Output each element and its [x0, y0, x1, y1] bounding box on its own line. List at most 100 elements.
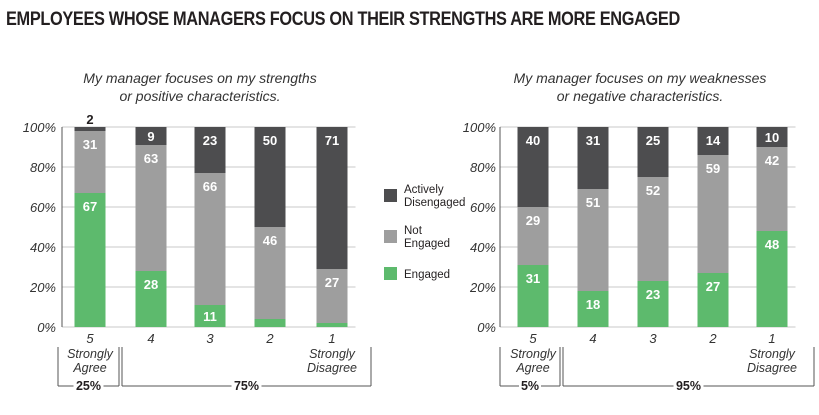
chart1-bar-engaged — [316, 323, 348, 327]
chart2-bar-not_engaged — [697, 155, 729, 273]
chart2-y-tick: 100% — [463, 120, 496, 135]
legend-label-actively_disengaged: Actively — [404, 184, 444, 196]
chart2-bar-actively_disengaged — [756, 127, 788, 147]
chart1-data-label: 28 — [144, 277, 158, 292]
legend-label-not_engaged: Not — [404, 225, 423, 237]
chart1-y-tick: 60% — [30, 200, 56, 215]
chart1-note-strongly-disagree: Strongly — [309, 347, 356, 361]
chart1-data-label: 11 — [203, 309, 217, 324]
chart2-bar-not_engaged — [637, 177, 669, 281]
chart1-note-strongly-agree: Strongly — [67, 347, 114, 361]
chart2-bar-engaged — [697, 273, 729, 327]
chart1-y-tick: 100% — [23, 120, 56, 135]
legend-label-actively_disengaged: Disengaged — [404, 197, 465, 209]
chart2-x-tick: 3 — [649, 331, 657, 346]
chart2-data-label: 40 — [526, 133, 540, 148]
chart1-data-label: 66 — [203, 179, 217, 194]
chart1-data-label: 50 — [263, 133, 277, 148]
chart1-data-label: 2 — [86, 112, 93, 127]
chart1-y-tick: 0% — [37, 320, 56, 335]
chart1-group-rest-bracket-sides — [121, 347, 372, 386]
chart2-data-label: 48 — [765, 237, 779, 252]
chart1-group-agree-total: 25% — [76, 379, 101, 393]
chart1-bar-not_engaged — [316, 269, 348, 323]
chart2-data-label: 14 — [706, 133, 721, 148]
chart1-bar-actively_disengaged — [194, 127, 226, 173]
chart1-bar-not_engaged — [135, 145, 167, 271]
legend-swatch-engaged — [384, 267, 397, 280]
chart2-data-label: 18 — [586, 297, 600, 312]
chart2-bar-not_engaged — [756, 147, 788, 231]
chart1-note-strongly-agree: Agree — [72, 361, 106, 375]
chart1-bar-engaged — [135, 271, 167, 327]
chart1-note-strongly-disagree: Disagree — [307, 361, 357, 375]
chart1-bar-engaged — [194, 305, 226, 327]
chart2-data-label: 31 — [586, 133, 600, 148]
chart2-data-label: 31 — [526, 271, 540, 286]
chart1-data-label: 63 — [144, 151, 158, 166]
chart2-data-label: 29 — [526, 213, 540, 228]
legend-swatch-actively_disengaged — [384, 189, 397, 202]
chart2-group-rest-bracket-sides — [562, 347, 815, 386]
chart2-subtitle-line1: My manager focuses on my weaknesses — [514, 70, 767, 86]
chart1-data-label: 27 — [325, 275, 339, 290]
chart1-subtitle-line1: My manager focuses on my strengths — [83, 70, 316, 86]
chart2-y-tick: 20% — [469, 280, 496, 295]
chart2-bar-actively_disengaged — [697, 127, 729, 155]
chart2-bar-not_engaged — [517, 207, 549, 265]
chart2-note-strongly-agree: Agree — [515, 361, 549, 375]
chart2-bar-actively_disengaged — [517, 127, 549, 207]
chart1-group-agree-bracket-sides — [57, 347, 120, 386]
chart1-bar-actively_disengaged — [74, 127, 106, 131]
chart1-data-label: 71 — [325, 133, 339, 148]
chart1-x-tick: 1 — [328, 331, 335, 346]
chart1-x-tick: 5 — [86, 331, 94, 346]
chart2-note-strongly-disagree: Disagree — [747, 361, 797, 375]
chart1-data-label: 46 — [263, 233, 277, 248]
chart2-bar-engaged — [637, 281, 669, 327]
chart1-y-tick: 40% — [30, 240, 56, 255]
chart1-x-tick: 3 — [206, 331, 214, 346]
page-title: EMPLOYEES WHOSE MANAGERS FOCUS ON THEIR … — [6, 9, 680, 30]
chart2-data-label: 23 — [646, 287, 660, 302]
chart2-bar-engaged — [517, 265, 549, 327]
chart2-x-tick: 1 — [768, 331, 775, 346]
chart2-bar-actively_disengaged — [637, 127, 669, 177]
chart1-bar-not_engaged — [254, 227, 286, 319]
chart1-y-tick: 20% — [29, 280, 56, 295]
chart2-data-label: 52 — [646, 183, 660, 198]
chart1-x-tick: 2 — [265, 331, 274, 346]
chart1-data-label: 23 — [203, 133, 217, 148]
chart2-data-label: 42 — [765, 153, 779, 168]
chart2-y-tick: 80% — [470, 160, 496, 175]
chart2-data-label: 10 — [765, 130, 779, 145]
chart2-y-tick: 60% — [470, 200, 496, 215]
chart2-data-label: 59 — [706, 161, 720, 176]
chart2-bar-not_engaged — [577, 189, 609, 291]
chart1-x-tick: 4 — [147, 331, 154, 346]
chart2-y-tick: 0% — [477, 320, 496, 335]
chart2-note-strongly-disagree: Strongly — [749, 347, 796, 361]
chart1-data-label: 31 — [83, 137, 97, 152]
chart2-x-tick: 2 — [708, 331, 717, 346]
legend-label-not_engaged: Engaged — [404, 238, 450, 250]
chart2-group-agree-total: 5% — [521, 379, 539, 393]
chart2-y-tick: 40% — [470, 240, 496, 255]
chart2-x-tick: 5 — [529, 331, 537, 346]
chart1-data-label: 9 — [147, 129, 154, 144]
chart2-bar-actively_disengaged — [577, 127, 609, 189]
chart2-group-rest-total: 95% — [676, 379, 701, 393]
chart2-bar-engaged — [577, 291, 609, 327]
chart2-data-label: 51 — [586, 195, 600, 210]
chart1-bar-not_engaged — [74, 131, 106, 193]
chart2-subtitle-line2: or negative characteristics. — [557, 88, 724, 104]
chart1-data-label: 67 — [83, 199, 97, 214]
chart1-subtitle-line2: or positive characteristics. — [119, 88, 280, 104]
chart1-y-tick: 80% — [30, 160, 56, 175]
chart2-data-label: 25 — [646, 133, 660, 148]
chart1-bar-not_engaged — [194, 173, 226, 305]
chart1-bar-actively_disengaged — [316, 127, 348, 269]
chart2-group-agree-bracket-sides — [499, 347, 561, 386]
legend-label-engaged: Engaged — [404, 269, 450, 281]
